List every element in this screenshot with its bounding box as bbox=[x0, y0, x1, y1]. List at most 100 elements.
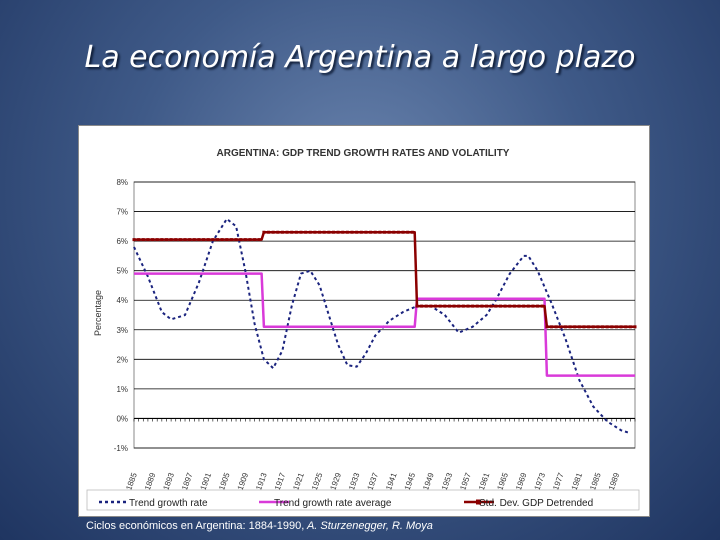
series-3-marker bbox=[155, 238, 159, 242]
series-3-marker bbox=[294, 230, 298, 234]
series-3-marker bbox=[304, 230, 308, 234]
series-3-marker bbox=[211, 238, 215, 242]
legend-box bbox=[86, 489, 640, 511]
series-3-marker bbox=[253, 238, 257, 242]
series-line-2 bbox=[134, 272, 635, 377]
caption-author: A. Sturzenegger, R. Moya bbox=[304, 520, 433, 532]
series-3-marker bbox=[591, 325, 595, 329]
series-line-1 bbox=[133, 217, 631, 435]
series-3-marker bbox=[420, 304, 424, 308]
series-3-marker bbox=[447, 304, 451, 308]
series-3-marker bbox=[494, 304, 498, 308]
series-3-marker bbox=[554, 325, 558, 329]
series-3-marker bbox=[262, 230, 266, 234]
x-tick-label: 1961 bbox=[477, 471, 492, 491]
x-tick-label: 1985 bbox=[588, 471, 603, 491]
series-3-marker bbox=[373, 230, 377, 234]
x-tick-label: 1945 bbox=[403, 471, 418, 491]
series-3-marker bbox=[243, 238, 247, 242]
series-3-marker bbox=[174, 238, 178, 242]
series-3-marker bbox=[271, 230, 275, 234]
series-3-marker bbox=[508, 304, 512, 308]
series-3-marker bbox=[628, 325, 632, 329]
series-3-marker bbox=[313, 230, 317, 234]
x-tick-label: 1893 bbox=[161, 471, 176, 491]
chart: ARGENTINA: GDP TREND GROWTH RATES AND VO… bbox=[86, 148, 640, 511]
x-tick-label: 1969 bbox=[514, 471, 529, 491]
series-3-marker bbox=[461, 304, 465, 308]
series-3-marker bbox=[197, 238, 201, 242]
series-3-marker bbox=[614, 325, 618, 329]
series-3-marker bbox=[443, 304, 447, 308]
series-3-marker bbox=[536, 304, 540, 308]
series-3-marker bbox=[396, 230, 400, 234]
series-3-marker bbox=[601, 325, 605, 329]
chart-frame: ARGENTINA: GDP TREND GROWTH RATES AND VO… bbox=[78, 125, 650, 517]
series-3-marker bbox=[489, 304, 493, 308]
series-3-marker bbox=[550, 325, 553, 329]
y-axis-label: Percentage bbox=[93, 290, 103, 336]
legend-label-1: Trend growth rate bbox=[129, 498, 208, 509]
series-3-marker bbox=[415, 304, 419, 308]
series-3-marker bbox=[220, 238, 224, 242]
series-3-marker bbox=[545, 325, 549, 329]
slide-title: La economía Argentina a largo plazo bbox=[84, 40, 636, 75]
series-3-marker bbox=[164, 238, 168, 242]
series-3-marker bbox=[331, 230, 335, 234]
x-tick-label: 1905 bbox=[217, 471, 232, 491]
series-3-marker bbox=[378, 230, 382, 234]
series-3-marker bbox=[327, 230, 331, 234]
series-3-marker bbox=[257, 238, 261, 242]
series-3-marker bbox=[359, 230, 363, 234]
series-3-marker bbox=[267, 230, 271, 234]
series-3-marker bbox=[308, 230, 312, 234]
series-3-marker bbox=[573, 325, 577, 329]
series-3-marker bbox=[364, 230, 368, 234]
y-tick-label: 7% bbox=[116, 208, 128, 217]
legend-marker-3 bbox=[476, 499, 481, 505]
series-3-marker bbox=[290, 230, 294, 234]
x-tick-label: 1901 bbox=[199, 471, 214, 491]
series-3-marker bbox=[341, 230, 345, 234]
x-tick-label: 1913 bbox=[254, 471, 269, 491]
series-3-marker bbox=[624, 325, 628, 329]
x-tick-label: 1889 bbox=[143, 471, 158, 491]
series-3-marker bbox=[596, 325, 600, 329]
x-tick-label: 1925 bbox=[310, 471, 325, 491]
series-3-marker bbox=[383, 230, 386, 234]
y-tick-label: 1% bbox=[116, 385, 128, 394]
series-3-marker bbox=[202, 238, 206, 242]
series-3-marker bbox=[401, 230, 405, 234]
series-3-marker bbox=[183, 238, 187, 242]
x-tick-label: 1941 bbox=[384, 471, 399, 491]
series-3-marker bbox=[517, 304, 521, 308]
series-3-marker bbox=[137, 238, 141, 242]
series-3-marker bbox=[582, 325, 586, 329]
series-3-marker bbox=[169, 238, 173, 242]
series-3-marker bbox=[229, 238, 233, 242]
series-3-marker bbox=[350, 230, 354, 234]
series-3-marker bbox=[132, 238, 136, 242]
x-tick-label: 1973 bbox=[533, 471, 548, 491]
series-3-marker bbox=[280, 230, 284, 234]
x-tick-label: 1921 bbox=[291, 471, 306, 491]
x-tick-label: 1965 bbox=[495, 471, 510, 491]
series-3-marker bbox=[610, 325, 614, 329]
legend-label-2: Trend growth rate average bbox=[274, 498, 392, 509]
caption: Ciclos económicos en Argentina: 1884-199… bbox=[86, 520, 433, 532]
y-tick-label: -1% bbox=[114, 444, 128, 453]
series-3-marker bbox=[540, 304, 544, 308]
series-3-marker bbox=[522, 304, 526, 308]
x-tick-label: 1909 bbox=[236, 471, 251, 491]
series-3-marker bbox=[216, 238, 219, 242]
series-3-marker bbox=[466, 304, 470, 308]
y-tick-label: 4% bbox=[116, 296, 128, 305]
series-3-marker bbox=[531, 304, 535, 308]
series-3-marker bbox=[239, 238, 243, 242]
series-3-marker bbox=[619, 325, 623, 329]
x-tick-label: 1977 bbox=[551, 471, 566, 491]
y-tick-label: 3% bbox=[116, 326, 128, 335]
x-tick-label: 1989 bbox=[607, 471, 622, 491]
series-3-marker bbox=[471, 304, 475, 308]
series-3-marker bbox=[392, 230, 396, 234]
